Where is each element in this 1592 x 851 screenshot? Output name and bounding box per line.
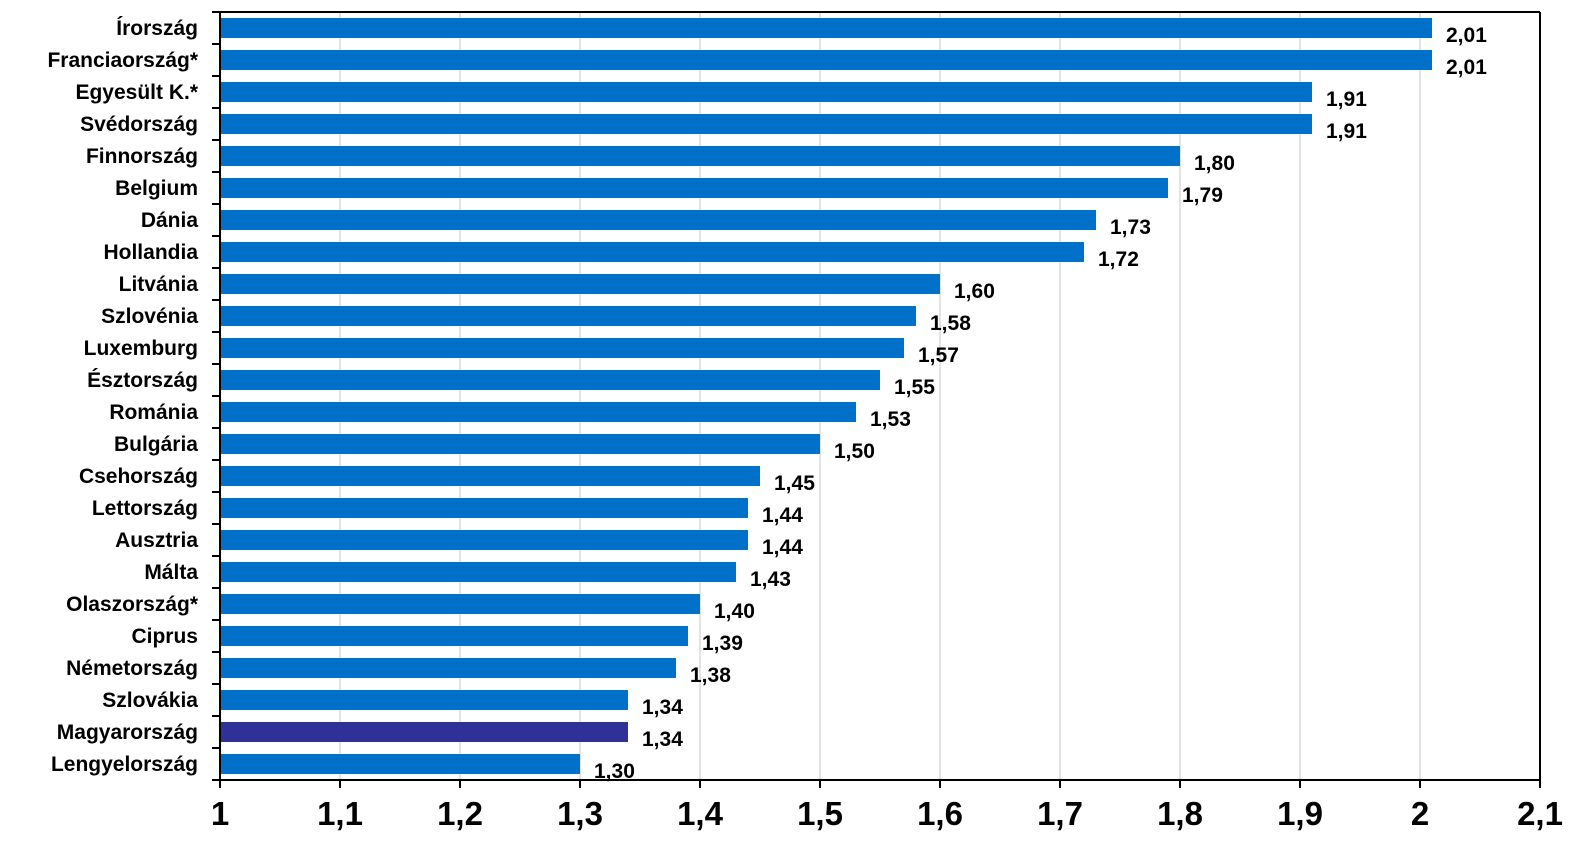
bar: [220, 754, 580, 774]
value-label: 1,72: [1098, 248, 1139, 271]
bar: [220, 210, 1096, 230]
category-label: Írország: [116, 17, 198, 40]
x-tick-label: 1,8: [1157, 795, 1203, 832]
value-label: 1,53: [870, 408, 911, 431]
x-tick-label: 1,5: [797, 795, 843, 832]
category-label: Magyarország: [57, 721, 198, 744]
value-label: 1,58: [930, 312, 971, 335]
x-tick-label: 1,1: [317, 795, 363, 832]
category-label: Litvánia: [119, 273, 199, 296]
value-label: 1,91: [1326, 88, 1367, 111]
category-label: Belgium: [115, 177, 198, 200]
category-label: Csehország: [79, 465, 198, 488]
category-label: Dánia: [141, 209, 199, 232]
x-tick-label: 1,9: [1277, 795, 1323, 832]
value-label: 1,30: [594, 760, 635, 783]
bar: [220, 146, 1180, 166]
bar: [220, 18, 1432, 38]
bar: [220, 530, 748, 550]
value-label: 1,91: [1326, 120, 1367, 143]
x-tick-label: 2: [1411, 795, 1429, 832]
value-label: 1,38: [690, 664, 731, 687]
category-label: Málta: [144, 561, 198, 584]
bar: [220, 82, 1312, 102]
category-label: Ausztria: [115, 529, 198, 552]
category-label: Szlovénia: [101, 305, 198, 328]
x-tick-label: 1,2: [437, 795, 483, 832]
category-label: Észtország: [87, 369, 198, 392]
bar: [220, 402, 856, 422]
bar: [220, 306, 916, 326]
value-label: 1,79: [1182, 184, 1223, 207]
x-tick-label: 1: [211, 795, 229, 832]
value-label: 1,44: [762, 536, 803, 559]
bar: [220, 722, 628, 742]
bar: [220, 594, 700, 614]
bar: [220, 50, 1432, 70]
value-label: 1,34: [642, 728, 683, 751]
category-label: Hollandia: [103, 241, 198, 264]
value-label: 2,01: [1446, 24, 1487, 47]
category-label: Luxemburg: [84, 337, 198, 360]
axes-group: [212, 11, 1541, 788]
bar: [220, 370, 880, 390]
value-label: 1,80: [1194, 152, 1235, 175]
bars-group: [220, 18, 1432, 774]
x-tick-label: 1,3: [557, 795, 603, 832]
bar: [220, 242, 1084, 262]
bar: [220, 690, 628, 710]
category-label: Finnország: [86, 145, 198, 168]
bar: [220, 498, 748, 518]
value-label: 1,43: [750, 568, 791, 591]
bar: [220, 178, 1168, 198]
value-label: 1,45: [774, 472, 815, 495]
bar: [220, 434, 820, 454]
bar: [220, 658, 676, 678]
bar: [220, 338, 904, 358]
value-label: 1,39: [702, 632, 743, 655]
category-label: Románia: [109, 401, 198, 424]
value-label: 1,55: [894, 376, 935, 399]
value-label: 1,44: [762, 504, 803, 527]
x-tick-label: 2,1: [1517, 795, 1563, 832]
x-tick-label: 1,6: [917, 795, 963, 832]
value-label: 1,73: [1110, 216, 1151, 239]
value-label: 1,60: [954, 280, 995, 303]
value-label: 1,40: [714, 600, 755, 623]
category-label: Svédország: [80, 113, 198, 136]
x-tick-label: 1,7: [1037, 795, 1083, 832]
category-label: Olaszország*: [66, 593, 199, 616]
bar: [220, 562, 736, 582]
category-label: Ciprus: [131, 625, 198, 648]
tick-labels-group: 1 1,1 1,2 1,3 1,4 1,5 1,6 1,7 1,8 1,9 2 2,1: [211, 795, 1563, 832]
category-label: Franciaország*: [47, 49, 198, 72]
bar: [220, 274, 940, 294]
x-tick-label: 1,4: [677, 795, 724, 832]
bar: [220, 114, 1312, 134]
category-label: Szlovákia: [102, 689, 198, 712]
bar: [220, 466, 760, 486]
category-label: Németország: [66, 657, 198, 680]
category-label: Egyesült K.*: [75, 81, 198, 104]
value-label: 1,57: [918, 344, 959, 367]
value-label: 2,01: [1446, 56, 1487, 79]
category-label: Lettország: [92, 497, 198, 520]
category-label: Bulgária: [114, 433, 198, 456]
bar: [220, 626, 688, 646]
value-label: 1,34: [642, 696, 683, 719]
value-label: 1,50: [834, 440, 875, 463]
category-labels-group: Írország Franciaország* Egyesült K.* Svédor…: [47, 17, 198, 776]
category-label: Lengyelország: [51, 753, 198, 776]
value-labels-group: 2,01 2,01 1,91 1,91 1,80 1,79 1,73 1,72 1,60 1,58…: [594, 24, 1487, 783]
